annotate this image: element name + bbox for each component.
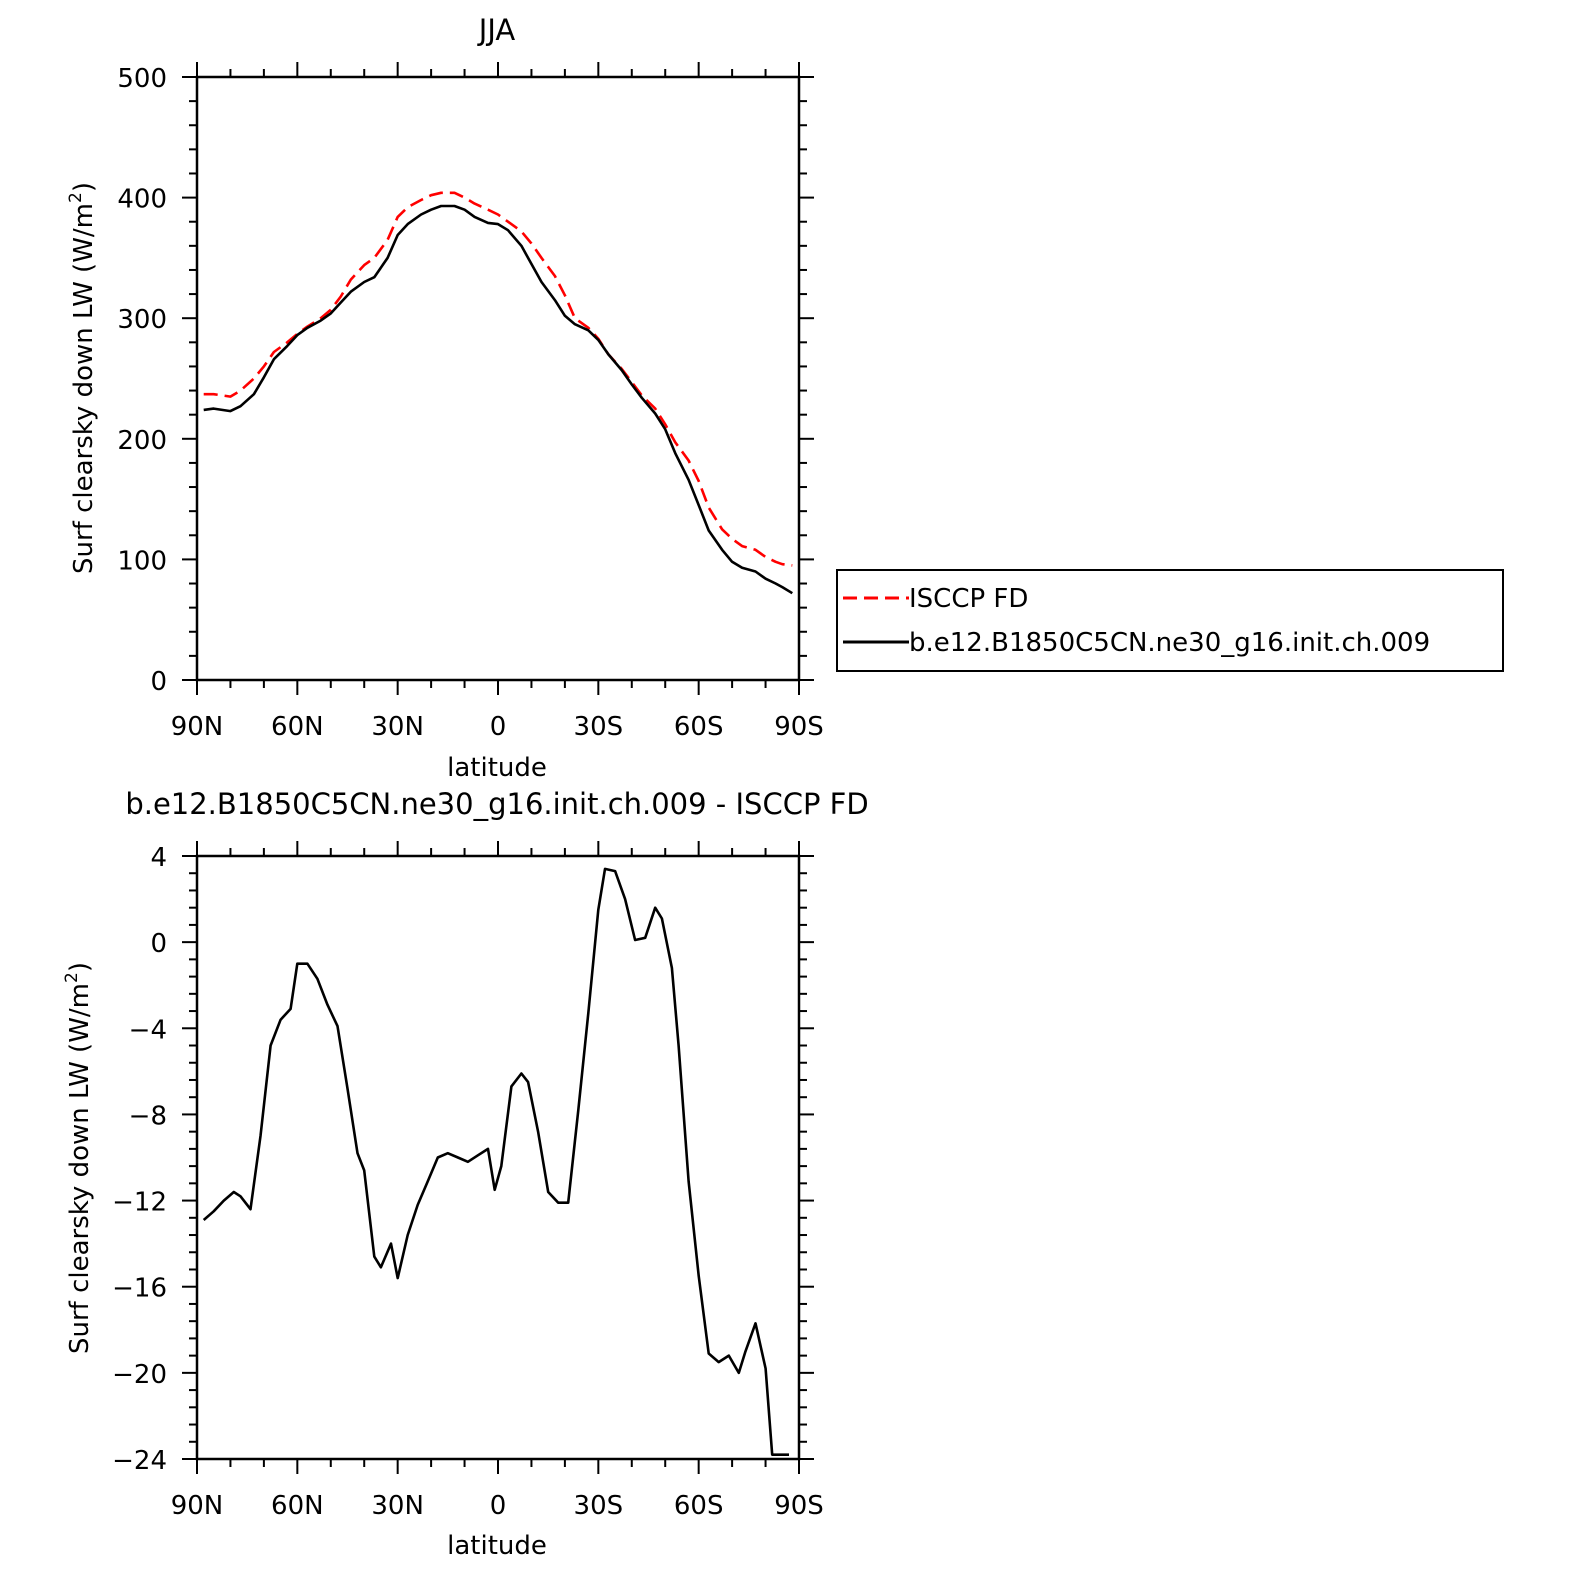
bottom-plot-frame bbox=[195, 854, 801, 1461]
x-tick-label: 30N bbox=[371, 712, 424, 742]
bottom-x-axis-label: latitude bbox=[447, 1531, 547, 1561]
top-x-axis-label: latitude bbox=[447, 753, 547, 783]
bottom-y-axis-label: Surf clearsky down LW (W/m2) bbox=[62, 962, 95, 1354]
x-tick-label: 90N bbox=[171, 1491, 224, 1521]
top-y-label-main: Surf clearsky down LW (W/m bbox=[69, 203, 99, 574]
y-tick-label: −24 bbox=[112, 1446, 167, 1476]
x-tick-label: 30N bbox=[371, 1491, 424, 1521]
y-tick-label: −16 bbox=[112, 1274, 167, 1304]
y-tick-label: 500 bbox=[117, 64, 167, 94]
bottom-panel-title: b.e12.B1850C5CN.ne30_g16.init.ch.009 - I… bbox=[125, 787, 868, 821]
top-y-axis-label: Surf clearsky down LW (W/m2) bbox=[66, 182, 99, 574]
y-tick-label: −8 bbox=[129, 1101, 167, 1131]
y-tick-label: 0 bbox=[150, 929, 167, 959]
x-tick-label: 30S bbox=[574, 1491, 624, 1521]
top-plot-frame bbox=[195, 75, 801, 682]
y-tick-label: 0 bbox=[150, 667, 167, 697]
y-tick-label: 300 bbox=[117, 305, 167, 335]
top-panel-title: JJA bbox=[477, 13, 516, 47]
legend-label-model: b.e12.B1850C5CN.ne30_g16.init.ch.009 bbox=[909, 628, 1430, 658]
bottom-panel: b.e12.B1850C5CN.ne30_g16.init.ch.009 - I… bbox=[62, 787, 869, 1561]
x-tick-label: 90S bbox=[774, 1491, 824, 1521]
x-tick-label: 60S bbox=[674, 1491, 724, 1521]
y-tick-label: −20 bbox=[112, 1360, 167, 1390]
x-tick-label: 90N bbox=[171, 712, 224, 742]
y-tick-label: −12 bbox=[112, 1188, 167, 1218]
x-tick-label: 0 bbox=[490, 712, 507, 742]
top-panel: JJA 90N 60N 30N 0 30S 60S 90S0100200300400500 … bbox=[66, 13, 824, 783]
series-line-0-0 bbox=[203, 191, 793, 567]
series-line-0-1 bbox=[203, 204, 793, 595]
top-plot-marks: 90N 60N 30N 0 30S 60S 90S 0 100 200 300 400 500 bbox=[117, 62, 824, 742]
y-tick-label: 4 bbox=[150, 843, 167, 873]
x-tick-label: 60N bbox=[271, 1491, 324, 1521]
bottom-y-label-close: ) bbox=[65, 962, 95, 972]
y-tick-label: −4 bbox=[129, 1015, 167, 1045]
bottom-y-label-sup: 2 bbox=[62, 972, 82, 983]
top-y-label-close: ) bbox=[69, 182, 99, 192]
bottom-y-label-main: Surf clearsky down LW (W/m bbox=[65, 983, 95, 1354]
y-tick-label: 400 bbox=[117, 185, 167, 215]
bottom-plot-marks: 90N 60N 30N 0 30S 60S 90S −24 −20 −16 −12 −8 −4 0 4 bbox=[112, 841, 824, 1521]
x-tick-label: 90S bbox=[774, 712, 824, 742]
legend: ISCCP FD b.e12.B1850C5CN.ne30_g16.init.c… bbox=[836, 569, 1504, 672]
series-line-1-0 bbox=[202, 867, 789, 1456]
legend-box bbox=[836, 569, 1504, 672]
legend-label-isccp: ISCCP FD bbox=[909, 584, 1028, 614]
top-y-label-sup: 2 bbox=[66, 192, 86, 203]
x-tick-label: 0 bbox=[490, 1491, 507, 1521]
y-tick-label: 100 bbox=[117, 546, 167, 576]
x-tick-label: 60S bbox=[674, 712, 724, 742]
x-tick-label: 60N bbox=[271, 712, 324, 742]
y-tick-label: 200 bbox=[117, 426, 167, 456]
x-tick-label: 30S bbox=[574, 712, 624, 742]
